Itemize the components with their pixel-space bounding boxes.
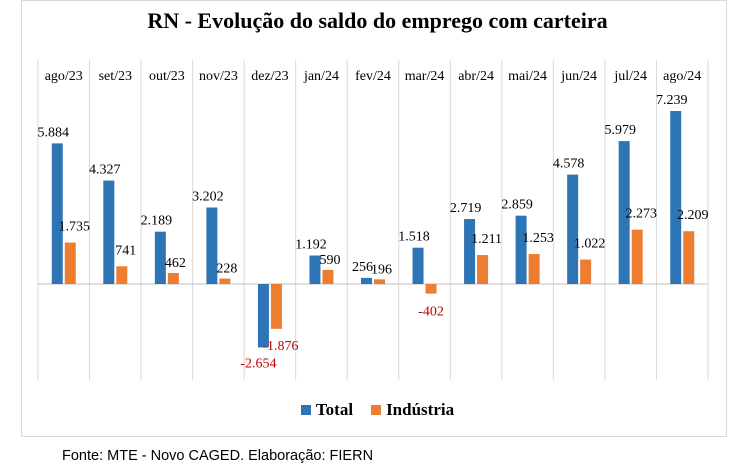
bar-total [515,215,527,284]
bar-total [567,174,579,284]
category-label: jan/24 [303,69,339,84]
source-note: Fonte: MTE - Novo CAGED. Elaboração: FIE… [62,448,374,464]
bar-industria [116,266,128,284]
category-label: jul/24 [613,69,647,84]
data-label-total: -2.654 [240,356,276,371]
bar-total [412,247,424,284]
data-label-industria: 2.273 [625,207,657,222]
data-label-total: 4.578 [553,157,585,172]
data-label-industria: -1.876 [262,339,298,354]
bar-industria [322,269,334,284]
data-label-total: 1.518 [398,230,430,245]
bar-industria [425,284,437,294]
category-label: abr/24 [458,69,494,84]
data-label-total: 5.979 [604,123,636,138]
bar-industria [631,229,643,284]
bar-industria [64,242,76,284]
data-label-total: 4.327 [89,163,121,178]
data-label-industria: 590 [319,253,340,268]
category-label: out/23 [149,69,185,84]
data-label-total: 1.192 [295,238,327,253]
data-label-total: 2.719 [450,201,482,216]
legend-label-total: Total [315,400,354,419]
bar-total [257,284,269,348]
legend-swatch-total [300,405,311,415]
bar-total [618,141,630,284]
data-label-total: 3.202 [192,189,224,204]
data-label-total: 5.884 [38,125,70,140]
legend-swatch-industria [371,405,382,415]
bar-industria [219,278,231,284]
bar-total [464,219,476,284]
legend-label-industria: Indústria [386,400,455,419]
category-label: set/23 [99,69,132,84]
bar-total [103,180,115,284]
data-label-total: 2.189 [141,214,173,229]
data-label-industria: 462 [165,256,186,271]
category-label: jun/24 [560,69,597,84]
data-label-industria: 1.735 [59,220,91,235]
bar-total [51,143,63,284]
data-label-total: 2.859 [501,198,533,213]
category-label: mai/24 [508,69,547,84]
data-label-total: 256 [352,260,373,275]
data-label-industria: 1.022 [574,237,606,252]
legend-item-industria: Indústria [371,400,454,420]
bar-total [670,111,682,284]
legend-item-total: Total [300,400,354,420]
data-label-industria: 196 [371,262,392,277]
category-label: mar/24 [405,69,445,84]
bar-total [361,277,372,284]
category-label: ago/23 [45,69,83,84]
category-label: ago/24 [663,69,701,84]
bar-industria [374,279,385,284]
bar-industria [167,272,179,284]
chart-title: RN - Evolução do saldo do emprego com ca… [147,8,608,33]
category-label: nov/23 [199,69,238,84]
data-label-industria: 228 [216,262,237,277]
data-label-industria: 1.211 [471,232,502,247]
bar-total [206,207,218,284]
bar-industria [528,254,540,284]
bar-industria [477,255,489,284]
data-label-industria: 1.253 [522,231,554,246]
data-label-industria: -402 [418,305,444,320]
bar-industria [270,284,282,329]
chart-frame [21,0,727,437]
data-label-industria: 2.209 [677,208,709,223]
data-label-total: 7.239 [656,93,688,108]
bar-industria [580,259,592,284]
bar-total [309,255,321,284]
chart-legend: Total Indústria [0,400,755,420]
bar-total [154,231,166,284]
bar-industria [683,231,695,284]
category-label: dez/23 [251,69,288,84]
category-label: fev/24 [355,69,391,84]
data-label-industria: 741 [115,243,136,258]
